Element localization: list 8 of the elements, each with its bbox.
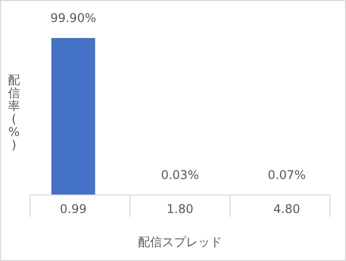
data-label: 0.03% (160, 168, 200, 182)
x-axis-title: 配信スプレッド (138, 235, 222, 249)
data-label: 0.07% (268, 168, 306, 182)
x-tick-label: 0.99 (60, 202, 87, 216)
y-axis-title: 配信率(%) (8, 73, 20, 152)
x-tick-label: 1.80 (166, 202, 194, 216)
x-tick-label: 4.80 (273, 202, 300, 216)
data-label: 99.90% (50, 11, 96, 25)
